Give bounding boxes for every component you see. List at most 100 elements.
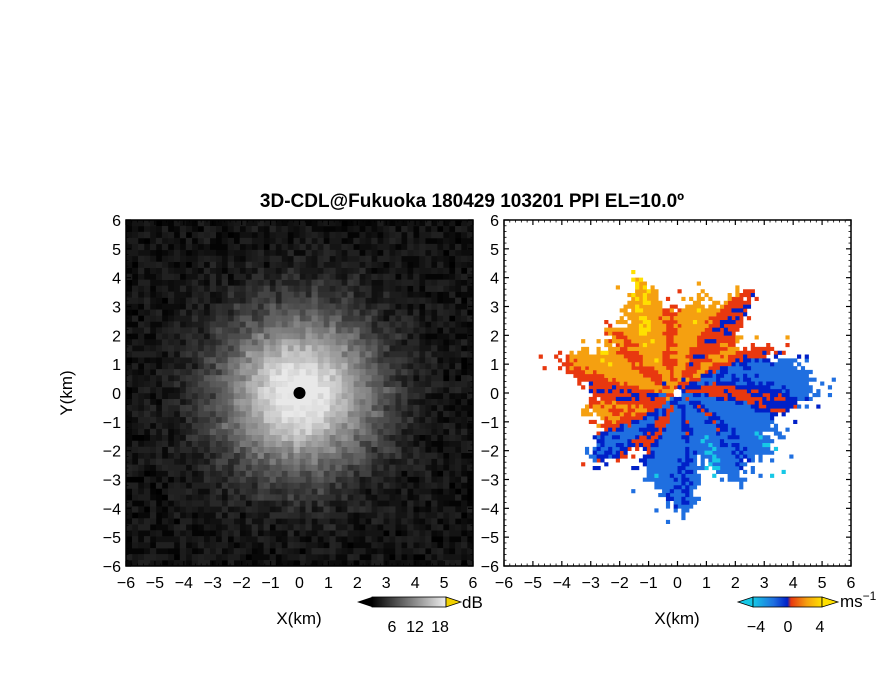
y-tick-label: 0 [490,386,499,403]
y-tick-label: 3 [112,300,121,317]
y-tick-label: 1 [490,357,499,374]
x-tick-label: −5 [146,575,164,592]
velocity-colorbar-unit-exponent: −1 [863,589,877,603]
radar-site-marker [293,387,306,399]
snr-pixel-group [126,220,474,567]
velocity-ticks: −6 −5 −4 −3 −2 −1 0 1 2 3 4 5 6 6 5 4 3 2 1 0 −1 −2 −3 −4 −5 −6 [481,213,856,592]
velocity-pixel-group [538,289,798,467]
snr-colorbar-unit: dB [462,593,483,612]
y-tick-label: −6 [103,559,121,576]
x-tick-label: −5 [524,575,542,592]
snr-field [126,220,474,567]
x-tick-label: −1 [261,575,279,592]
x-tick-label: 0 [295,575,304,592]
x-tick-label: 3 [382,575,391,592]
x-tick-label: 2 [731,575,740,592]
x-tick-label: 4 [411,575,420,592]
x-tick-label: −1 [639,575,657,592]
x-tick-label: 6 [847,575,856,592]
x-tick-label: 1 [702,575,711,592]
snr-colorbar-body [371,596,447,608]
velocity-pixel-group [584,358,836,525]
velocity-colorbar-tick-label: −4 [747,619,765,636]
snr-pixel-group [143,243,462,537]
snr-colorbar-tick-label: 6 [388,619,397,636]
y-tick-label: 3 [490,300,499,317]
snr-colorbar-tick-label: 12 [406,619,424,636]
velocity-pixel-group [600,269,701,367]
snr-ticks: −6 −5 −4 −3 −2 −1 0 1 2 3 4 5 6 6 5 4 3 2 1 0 −1 −2 −3 −4 −5 −6 [103,213,478,592]
x-tick-label: −4 [553,575,571,592]
x-tick-label: −2 [233,575,251,592]
x-tick-label: −2 [611,575,629,592]
snr-pixel-group [257,351,336,430]
y-tick-label: 0 [112,386,121,403]
x-tick-label: 2 [353,575,362,592]
y-tick-label: 6 [490,213,499,230]
velocity-colorbar-extend-low [736,596,754,608]
snr-x-axis-label: X(km) [276,609,321,628]
y-tick-label: −4 [481,501,499,518]
x-tick-label: 5 [818,575,827,592]
velocity-colorbar-tick-label: 0 [784,619,793,636]
velocity-field [538,269,836,525]
snr-pixel-group [126,220,474,567]
y-tick-label: 4 [490,271,499,288]
snr-pixel-group [275,363,330,424]
velocity-colorbar-extend-high [821,596,840,608]
snr-colorbar-tick-label: 18 [431,619,449,636]
velocity-panel: −6 −5 −4 −3 −2 −1 0 1 2 3 4 5 6 6 5 4 3 2 1 0 −1 −2 −3 −4 −5 −6 X… [481,213,856,628]
velocity-colorbar-unit: ms−1 [840,589,877,611]
y-tick-label: −1 [481,415,499,432]
y-tick-label: −1 [103,415,121,432]
snr-colorbar-extend-high [445,596,463,608]
snr-pixel-group [126,220,474,567]
x-tick-label: 5 [440,575,449,592]
y-tick-label: 5 [112,242,121,259]
snr-colorbar-extend-low [357,597,372,607]
y-tick-label: −5 [481,530,499,547]
x-tick-label: 3 [760,575,769,592]
y-tick-label: 5 [490,242,499,259]
y-tick-label: −3 [481,473,499,490]
snr-pixel-group [263,351,342,430]
x-tick-label: −4 [175,575,193,592]
velocity-pixel-group [569,277,790,428]
velocity-x-axis-label: X(km) [654,609,699,628]
snr-pixel-group [197,285,402,483]
y-tick-label: −2 [481,444,499,461]
figure-title: 3D-CDL@Fukuoka 180429 103201 PPI EL=10.0… [260,191,684,212]
x-tick-label: −3 [204,575,222,592]
x-tick-label: 0 [673,575,682,592]
snr-pixel-group [167,255,438,531]
x-tick-label: −6 [117,575,135,592]
snr-pixel-group [269,363,330,418]
x-tick-label: −6 [495,575,513,592]
y-tick-label: 6 [112,213,121,230]
y-tick-label: −2 [103,444,121,461]
velocity-colorbar: ms−1 −4 0 4 [736,589,877,636]
velocity-pixel-group [588,293,821,509]
y-tick-label: −3 [103,473,121,490]
snr-panel: −6 −5 −4 −3 −2 −1 0 1 2 3 4 5 6 6 5 4 3 2 1 0 −1 −2 −3 −4 −5 −6 Y… [57,213,478,628]
velocity-colorbar-body [752,596,823,608]
y-tick-label: 1 [112,357,121,374]
y-tick-label: 2 [490,328,499,345]
snr-pixel-group [263,363,330,430]
y-tick-label: −4 [103,501,121,518]
snr-pixel-group [269,369,336,436]
y-tick-label: −5 [103,530,121,547]
snr-pixel-group [126,220,474,567]
x-tick-label: 1 [324,575,333,592]
snr-colorbar: dB 6 12 18 [357,593,483,636]
x-tick-label: −3 [582,575,600,592]
y-tick-label: 4 [112,271,121,288]
radar-site-marker [673,389,682,397]
velocity-colorbar-tick-label: 4 [816,619,825,636]
y-axis-label: Y(km) [57,370,76,415]
velocity-pixel-group [654,431,786,478]
x-tick-label: 6 [469,575,478,592]
y-tick-label: −6 [481,559,499,576]
y-tick-label: 2 [112,328,121,345]
